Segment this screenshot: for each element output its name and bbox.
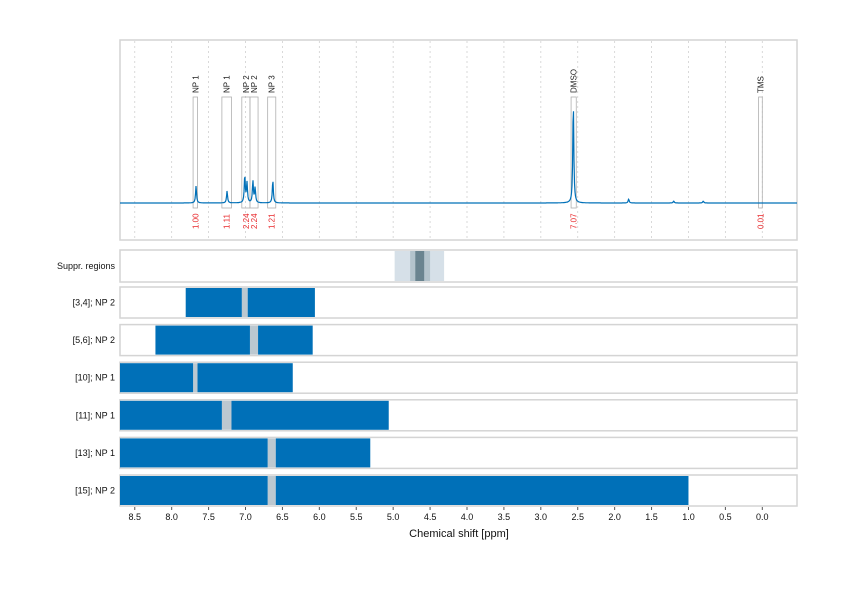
x-tick-label: 8.5 <box>129 512 142 522</box>
region-row: [3,4]; NP 2 <box>73 286 798 319</box>
integral-value: 1.21 <box>268 213 277 229</box>
row-gap <box>249 325 259 355</box>
x-tick-label: 2.5 <box>571 512 584 522</box>
x-axis-label: Chemical shift [ppm] <box>409 528 509 540</box>
x-tick-label: 4.0 <box>461 512 474 522</box>
row-label: [3,4]; NP 2 <box>73 298 115 308</box>
region-label: TMS <box>756 76 765 93</box>
region-box <box>192 96 198 209</box>
x-tick-label: 5.0 <box>387 512 400 522</box>
row-bar-right <box>258 325 313 355</box>
row-bar-left <box>120 476 268 505</box>
integral-value: 7.07 <box>570 213 579 229</box>
row-bar-left <box>120 438 268 468</box>
spectrum-panel <box>119 39 798 241</box>
row-label: [11]; NP 1 <box>76 410 115 420</box>
row-label: [13]; NP 1 <box>75 448 115 458</box>
row-label: [15]; NP 2 <box>75 486 115 496</box>
region-label: NP 2 <box>250 75 259 93</box>
region-box <box>758 96 763 209</box>
suppression-label: Suppr. regions <box>57 261 116 271</box>
x-tick-label: 4.5 <box>424 512 437 522</box>
row-gap <box>267 438 276 468</box>
row-label: [5,6]; NP 2 <box>73 335 115 345</box>
row-gap <box>241 288 248 317</box>
integral-value: 1.00 <box>191 213 200 229</box>
x-tick-label: 6.5 <box>276 512 289 522</box>
region-box <box>570 96 577 209</box>
x-tick-label: 3.0 <box>535 512 548 522</box>
x-tick-label: 0.5 <box>719 512 732 522</box>
region-row: [11]; NP 1 <box>76 399 798 432</box>
row-bar-right <box>247 288 315 317</box>
x-tick-label: 1.5 <box>645 512 658 522</box>
region-box <box>249 96 259 209</box>
region-box <box>221 96 232 209</box>
x-tick-label: 5.5 <box>350 512 363 522</box>
integral-value: 2.24 <box>242 213 251 229</box>
row-gap <box>221 400 232 430</box>
x-tick-label: 2.0 <box>608 512 621 522</box>
x-tick-label: 7.0 <box>239 512 252 522</box>
grid <box>134 41 763 239</box>
region-row: [15]; NP 2 <box>75 474 798 507</box>
row-bar-left <box>185 288 242 317</box>
spectrum-line <box>120 111 797 204</box>
region-label: DMSO <box>570 69 579 93</box>
integral-value: 1.11 <box>223 213 232 229</box>
suppression-panel <box>119 249 798 283</box>
row-gap <box>267 476 276 505</box>
row-bar-left <box>120 400 222 430</box>
integral-value: 0.01 <box>756 213 765 229</box>
region-row: [13]; NP 1 <box>75 436 798 470</box>
region-row: [10]; NP 1 <box>75 361 798 394</box>
x-tick-label: 7.5 <box>202 512 215 522</box>
x-tick-label: 1.0 <box>682 512 695 522</box>
annotations: NP 1 1.00 NP 1 1.11 NP 2 2.24 NP 2 2.24 NP 3 1.21… <box>191 69 765 229</box>
row-gap <box>193 363 198 393</box>
integral-value: 2.24 <box>250 213 259 229</box>
region-box <box>267 96 277 209</box>
region-label: NP 2 <box>242 75 251 93</box>
x-tick-label: 3.5 <box>498 512 511 522</box>
row-bar-right <box>197 363 293 393</box>
x-tick-label: 6.0 <box>313 512 326 522</box>
row-bar-left <box>155 325 250 355</box>
region-rows: [3,4]; NP 2 [5,6]; NP 2 [10]; NP 1 [11]; NP… <box>73 286 798 507</box>
region-label: NP 3 <box>268 75 277 93</box>
suppression-band <box>415 251 425 281</box>
x-axis: 8.5 8.0 7.5 7.0 6.5 6.0 5.5 5.0 4.5 4.0 3.5 3.0 2.5 2… <box>129 507 769 522</box>
row-label: [10]; NP 1 <box>75 373 115 383</box>
row-bar-right <box>231 400 389 430</box>
suppression-box <box>119 249 798 283</box>
row-bar-right <box>275 476 689 505</box>
region-label: NP 1 <box>191 75 200 93</box>
region-label: NP 1 <box>223 75 232 93</box>
region-row: [5,6]; NP 2 <box>73 323 798 357</box>
x-tick-label: 0.0 <box>756 512 769 522</box>
x-tick-label: 8.0 <box>165 512 178 522</box>
row-bar-left <box>120 363 194 393</box>
row-bar-right <box>275 438 371 468</box>
